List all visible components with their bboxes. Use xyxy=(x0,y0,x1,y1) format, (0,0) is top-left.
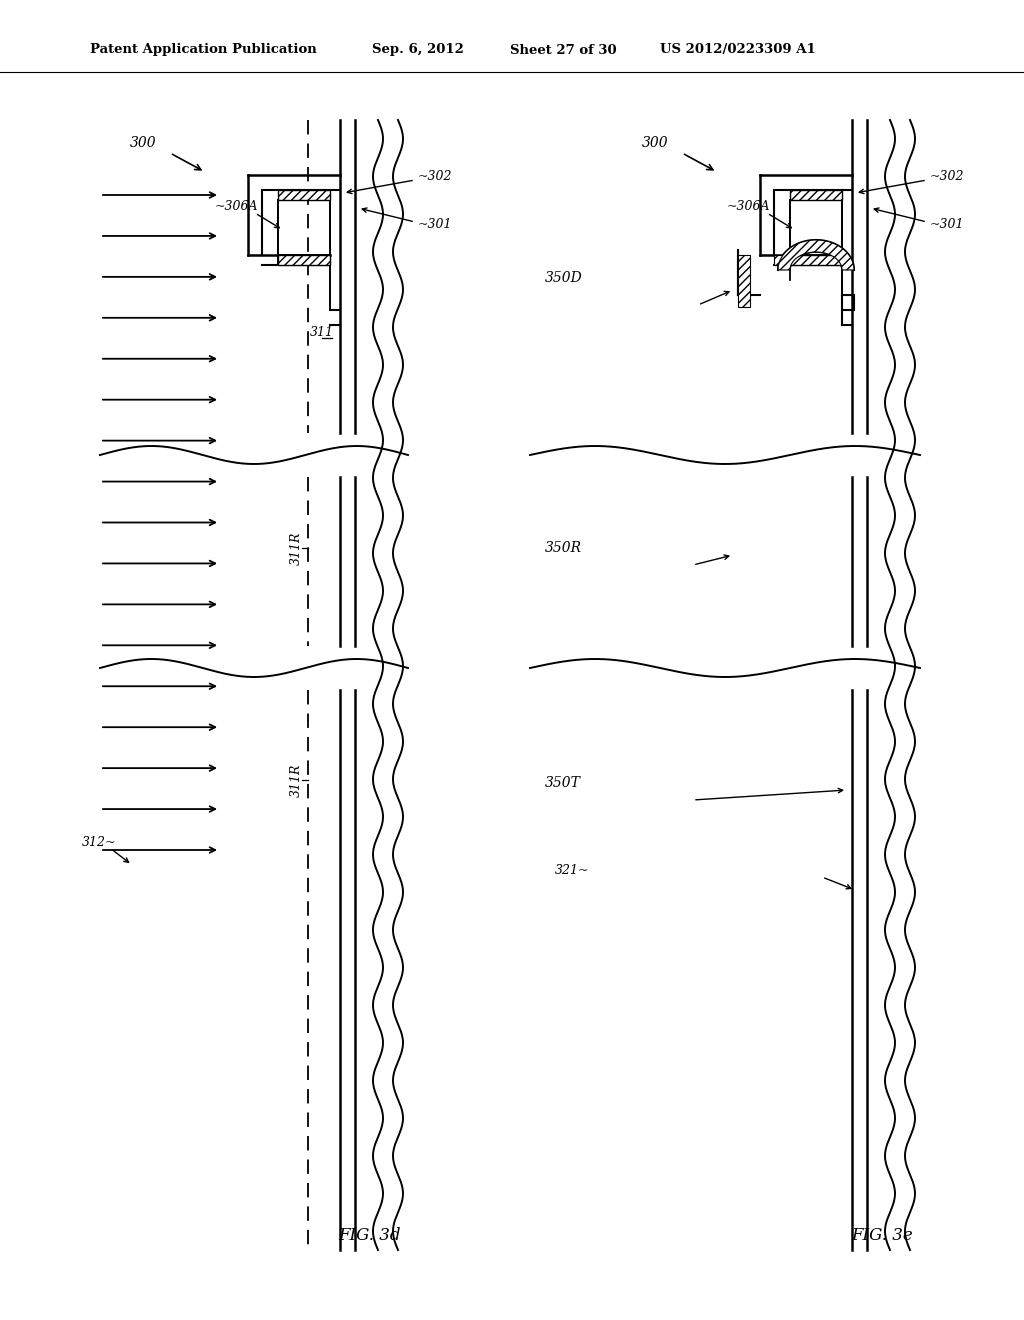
Text: ~306A: ~306A xyxy=(727,201,770,214)
Polygon shape xyxy=(790,190,842,201)
Text: ~301: ~301 xyxy=(930,219,965,231)
Text: 350D: 350D xyxy=(545,271,583,285)
Polygon shape xyxy=(278,201,330,255)
Text: Patent Application Publication: Patent Application Publication xyxy=(90,44,316,57)
Text: 300: 300 xyxy=(642,136,669,150)
Polygon shape xyxy=(790,255,842,265)
Text: 350R: 350R xyxy=(545,541,582,554)
Polygon shape xyxy=(778,240,854,271)
Text: ~302: ~302 xyxy=(418,170,453,183)
Text: 311: 311 xyxy=(310,326,334,338)
Text: 311R: 311R xyxy=(290,763,303,797)
Text: US 2012/0223309 A1: US 2012/0223309 A1 xyxy=(660,44,816,57)
Text: Sheet 27 of 30: Sheet 27 of 30 xyxy=(510,44,616,57)
Text: 312~: 312~ xyxy=(82,836,117,849)
Text: ~306A: ~306A xyxy=(215,201,258,214)
Polygon shape xyxy=(738,255,750,308)
Text: ~301: ~301 xyxy=(418,219,453,231)
Polygon shape xyxy=(790,201,842,255)
Polygon shape xyxy=(278,255,330,265)
Text: ~302: ~302 xyxy=(930,170,965,183)
Text: FIG. 3e: FIG. 3e xyxy=(851,1226,912,1243)
Text: 321~: 321~ xyxy=(555,863,590,876)
Text: 300: 300 xyxy=(130,136,157,150)
Text: FIG. 3d: FIG. 3d xyxy=(339,1226,401,1243)
Text: 311R: 311R xyxy=(290,532,303,565)
Text: Sep. 6, 2012: Sep. 6, 2012 xyxy=(372,44,464,57)
Polygon shape xyxy=(774,255,790,265)
Text: 350T: 350T xyxy=(545,776,581,789)
Polygon shape xyxy=(278,190,330,201)
